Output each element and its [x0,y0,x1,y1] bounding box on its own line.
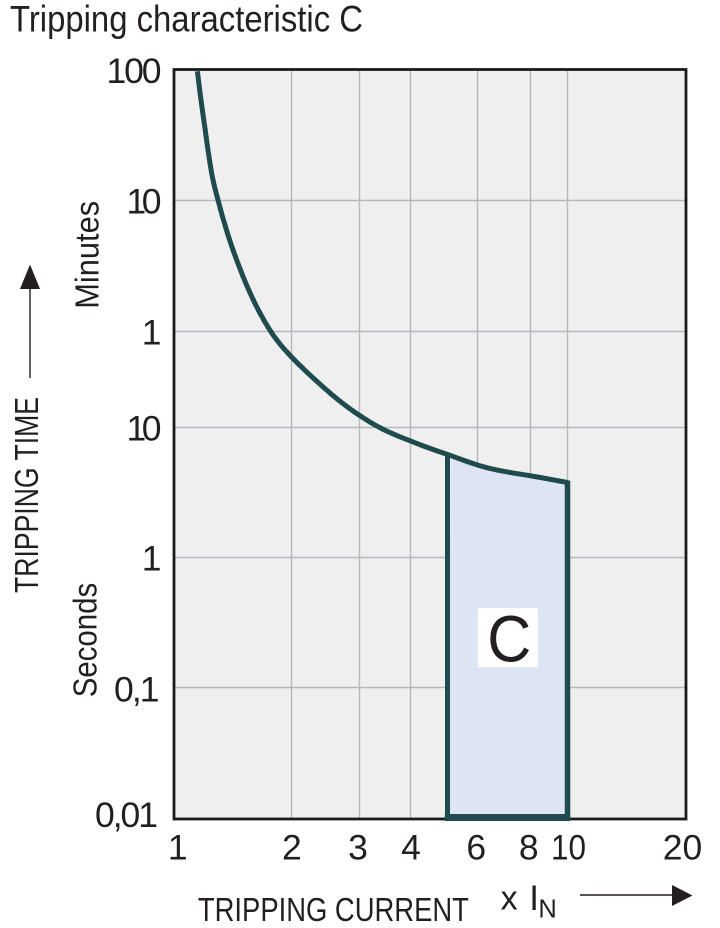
svg-text:N: N [538,895,556,923]
svg-text:Tripping characteristic C: Tripping characteristic C [10,0,363,40]
svg-text:Minutes: Minutes [69,201,106,309]
svg-text:1: 1 [142,313,162,353]
svg-text:4: 4 [401,827,421,867]
svg-text:6: 6 [466,827,486,867]
svg-text:20: 20 [663,827,703,867]
svg-text:3: 3 [348,827,368,867]
svg-text:TRIPPING CURRENT: TRIPPING CURRENT [198,891,469,928]
svg-text:10: 10 [127,408,162,448]
svg-text:10: 10 [551,827,586,867]
svg-text:10: 10 [127,181,162,221]
svg-text:100: 100 [107,51,162,91]
svg-text:1: 1 [168,827,188,867]
svg-text:I: I [529,879,539,918]
svg-text:C: C [487,602,531,676]
svg-text:1: 1 [142,539,162,579]
svg-text:TRIPPING TIME: TRIPPING TIME [8,397,45,593]
svg-text:2: 2 [282,827,302,867]
svg-text:x: x [501,880,518,918]
svg-text:8: 8 [519,827,539,867]
svg-text:Seconds: Seconds [67,583,104,698]
svg-text:0,01: 0,01 [95,795,158,835]
svg-text:0,1: 0,1 [114,670,160,710]
